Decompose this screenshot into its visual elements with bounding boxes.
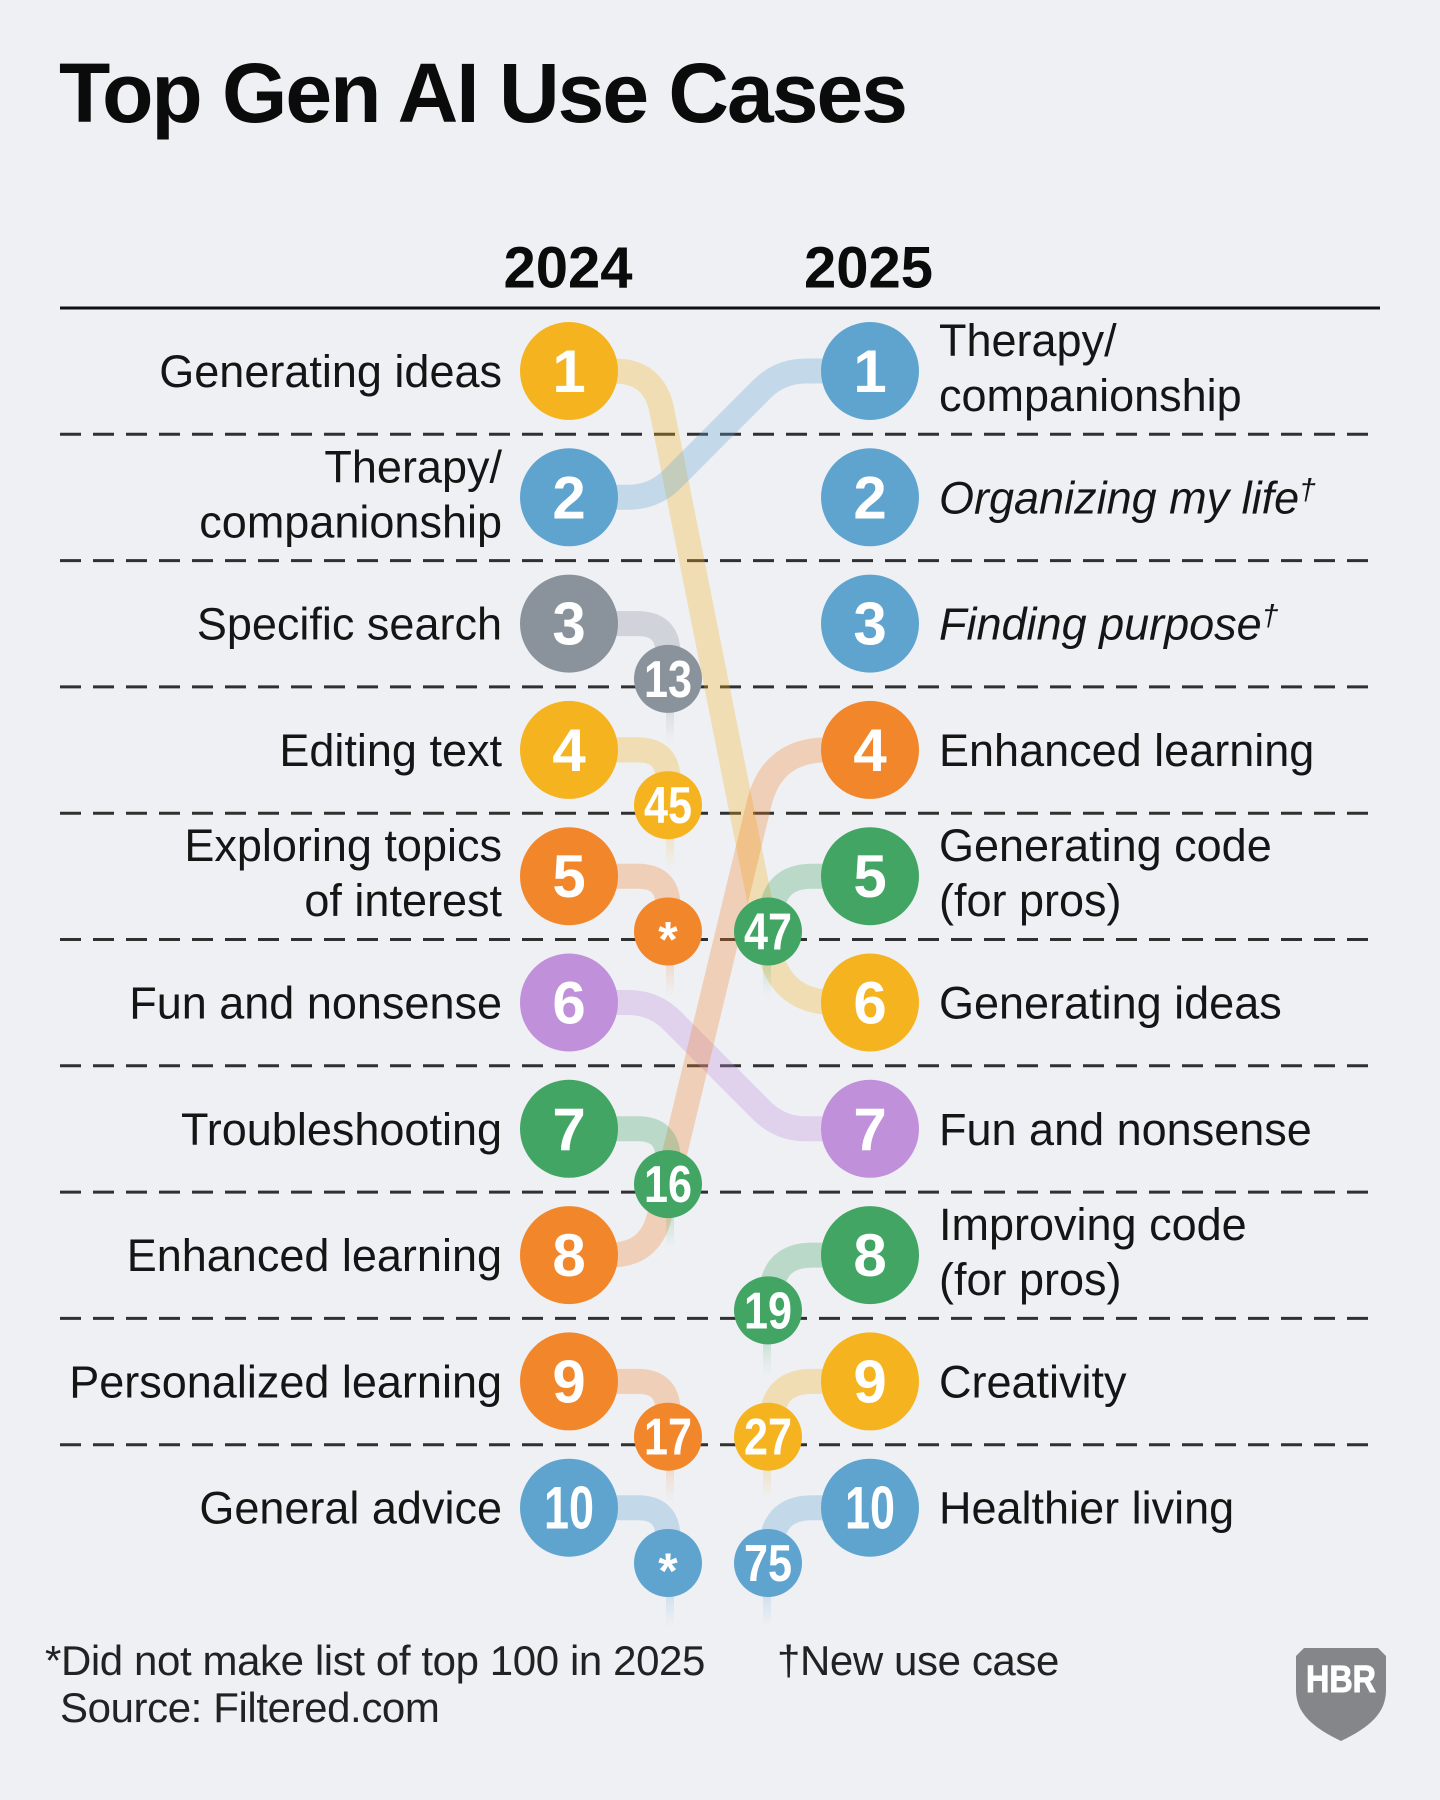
svg-text:companionship: companionship (199, 496, 502, 547)
svg-text:27: 27 (744, 1409, 792, 1467)
svg-text:Finding purpose†: Finding purpose† (939, 599, 1279, 650)
svg-text:Troubleshooting: Troubleshooting (181, 1104, 502, 1155)
svg-text:(for pros): (for pros) (939, 875, 1122, 926)
svg-text:Improving code: Improving code (939, 1199, 1247, 1250)
svg-text:Therapy/: Therapy/ (939, 315, 1117, 366)
svg-text:3: 3 (853, 591, 886, 658)
svg-text:2: 2 (552, 464, 585, 531)
svg-text:16: 16 (644, 1156, 692, 1214)
svg-text:3: 3 (552, 591, 585, 658)
svg-text:Source: Filtered.com: Source: Filtered.com (60, 1684, 439, 1731)
svg-text:1: 1 (853, 338, 886, 405)
svg-text:Editing text: Editing text (279, 725, 502, 776)
svg-text:1: 1 (552, 338, 585, 405)
svg-text:*: * (658, 912, 678, 968)
svg-text:13: 13 (644, 651, 692, 709)
svg-text:Top Gen AI Use Cases: Top Gen AI Use Cases (59, 46, 906, 140)
svg-text:Fun and nonsense: Fun and nonsense (129, 978, 502, 1029)
svg-text:2025: 2025 (804, 236, 933, 301)
svg-text:10: 10 (544, 1475, 594, 1542)
svg-text:Therapy/: Therapy/ (324, 441, 502, 492)
svg-text:4: 4 (853, 717, 887, 784)
svg-text:*Did not make list of top 100: *Did not make list of top 100 in 2025 (45, 1637, 705, 1684)
svg-text:2: 2 (853, 464, 886, 531)
svg-text:7: 7 (552, 1096, 585, 1163)
svg-text:8: 8 (552, 1222, 585, 1289)
svg-text:Exploring topics: Exploring topics (184, 820, 502, 871)
svg-text:9: 9 (552, 1348, 585, 1415)
svg-text:Healthier living: Healthier living (939, 1483, 1234, 1534)
svg-text:Personalized learning: Personalized learning (69, 1356, 502, 1407)
svg-text:Generating ideas: Generating ideas (939, 978, 1282, 1029)
svg-text:6: 6 (552, 970, 585, 1037)
svg-text:17: 17 (644, 1409, 692, 1467)
svg-text:45: 45 (644, 777, 692, 835)
svg-text:companionship: companionship (939, 370, 1242, 421)
svg-text:4: 4 (552, 717, 586, 784)
svg-text:Generating ideas: Generating ideas (159, 346, 502, 397)
svg-text:HBR: HBR (1306, 1659, 1376, 1701)
svg-text:19: 19 (744, 1282, 792, 1340)
svg-text:5: 5 (552, 843, 585, 910)
svg-text:Enhanced learning: Enhanced learning (939, 725, 1314, 776)
svg-text:5: 5 (853, 843, 886, 910)
svg-text:†New use case: †New use case (777, 1637, 1059, 1684)
svg-text:8: 8 (853, 1222, 886, 1289)
svg-text:Creativity: Creativity (939, 1356, 1127, 1407)
svg-text:75: 75 (744, 1535, 792, 1593)
svg-text:Generating code: Generating code (939, 820, 1272, 871)
svg-text:General advice: General advice (199, 1483, 502, 1534)
svg-text:47: 47 (744, 904, 792, 962)
svg-text:(for pros): (for pros) (939, 1254, 1122, 1305)
svg-text:of interest: of interest (304, 875, 502, 926)
svg-text:7: 7 (853, 1096, 886, 1163)
svg-text:Specific search: Specific search (197, 599, 502, 650)
svg-text:10: 10 (845, 1475, 895, 1542)
svg-text:Fun and nonsense: Fun and nonsense (939, 1104, 1312, 1155)
svg-text:6: 6 (853, 970, 886, 1037)
svg-text:2024: 2024 (503, 236, 632, 301)
svg-text:Enhanced learning: Enhanced learning (127, 1230, 502, 1281)
svg-text:*: * (658, 1543, 678, 1599)
svg-text:Organizing my life†: Organizing my life† (939, 472, 1316, 523)
svg-text:9: 9 (853, 1348, 886, 1415)
